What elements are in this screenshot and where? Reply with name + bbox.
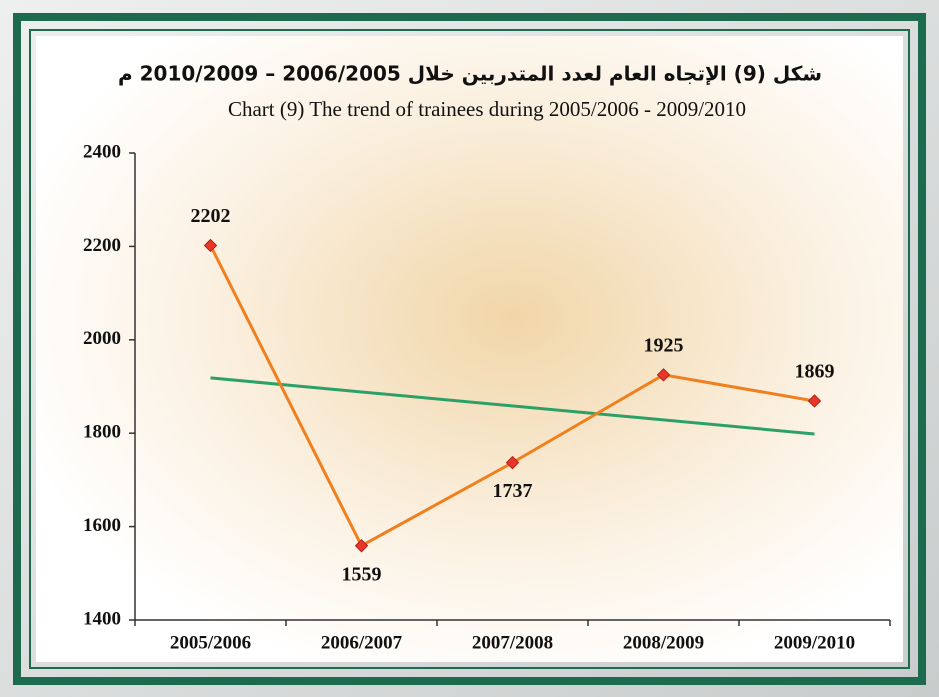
- data-label: 1925: [644, 334, 684, 356]
- data-label: 1869: [795, 361, 835, 383]
- frame: [13, 13, 926, 685]
- data-label: 1737: [493, 480, 533, 502]
- y-tick-label: 2200: [83, 235, 121, 256]
- trend-line: [210, 376, 815, 436]
- chart-title: شكل (9) الإتجاه العام لعدد المتدربين خلا…: [118, 62, 822, 86]
- x-tick-label: 2008/2009: [623, 632, 704, 653]
- y-tick-label: 1400: [83, 608, 121, 629]
- x-tick-label: 2006/2007: [321, 632, 403, 653]
- y-tick-label: 1600: [83, 515, 121, 536]
- data-label: 2202: [191, 205, 231, 227]
- data-label: 1559: [342, 563, 382, 585]
- y-tick-label: 2000: [83, 328, 121, 349]
- data-point: [354, 539, 369, 553]
- x-tick-label: 2007/2008: [472, 632, 553, 653]
- chart-subtitle: Chart (9) The trend of trainees during 2…: [228, 97, 746, 121]
- data-point: [656, 368, 671, 382]
- x-tick-label: 2009/2010: [774, 632, 855, 653]
- data-point: [203, 238, 218, 253]
- y-tick-label: 2400: [83, 141, 121, 162]
- inner-frame: [29, 29, 910, 669]
- data-point: [807, 394, 822, 408]
- y-tick-label: 1800: [83, 422, 121, 443]
- x-tick-label: 2005/2006: [170, 632, 251, 653]
- plot-background: [36, 36, 903, 662]
- data-point: [505, 455, 520, 470]
